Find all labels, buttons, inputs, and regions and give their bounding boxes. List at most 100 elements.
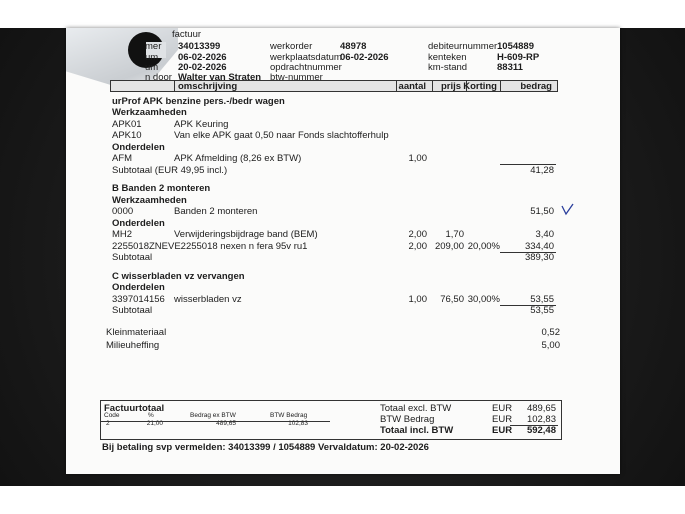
field-label: kenteken	[428, 51, 467, 63]
vat-column: Bedrag ex BTW	[190, 411, 236, 419]
field-label: werkplaatsdatum	[270, 51, 342, 63]
column-divider	[432, 80, 433, 92]
field-value: 06-02-2026	[178, 51, 227, 63]
field-value: 48978	[340, 40, 367, 52]
vat-value: 2	[106, 419, 110, 427]
total-currency: EUR	[492, 424, 513, 436]
total-rule	[510, 425, 558, 426]
field-label: opdrachtnummer	[270, 61, 342, 73]
subtotal-amount: 41,28	[530, 164, 554, 176]
item-amount: 334,40	[524, 240, 554, 252]
column-divider	[396, 80, 397, 92]
subtotal-label: Subtotaal	[112, 252, 153, 263]
due-date: Vervaldatum: 20-02-2026	[318, 441, 429, 453]
column-divider	[174, 80, 175, 92]
item-discount: 30,00%	[467, 293, 500, 305]
item-description: APK Keuring	[174, 118, 229, 130]
vat-value: 489,65	[216, 419, 236, 427]
subtotal-rule	[500, 164, 556, 165]
field-label: mer	[145, 40, 162, 52]
item-quantity: 2,00	[408, 240, 428, 252]
total-currency: EUR	[492, 413, 513, 425]
item-code: 3397014156	[112, 293, 165, 305]
subtotal-rule	[500, 251, 556, 253]
charge-amount: 5,00	[541, 339, 561, 351]
field-label: btw-nummer	[270, 71, 323, 83]
section-title: B Banden 2 monteren	[112, 183, 211, 194]
subtotal-rule	[500, 304, 556, 306]
charge-label: Kleinmateriaal	[106, 326, 167, 338]
item-quantity: 2,00	[408, 229, 428, 240]
column-divider	[500, 80, 501, 92]
invoice-paper: factuur mer 34013399 um 06-02-2026 um 20-02-20…	[66, 28, 620, 474]
item-price: 209,00	[434, 240, 464, 252]
item-description: Banden 2 monteren	[174, 206, 258, 217]
subtotal-label: Subtotaal	[112, 305, 153, 316]
vat-column: BTW Bedrag	[270, 411, 308, 419]
field-value: 1054889	[497, 40, 534, 52]
charge-label: Milieuheffing	[106, 339, 160, 351]
logo-cut	[146, 42, 166, 58]
item-price: 76,50	[440, 293, 464, 305]
item-code: APK01	[112, 118, 142, 130]
vat-rule	[100, 421, 330, 422]
group-label: Onderdelen	[112, 282, 165, 293]
field-value: 88311	[497, 61, 523, 73]
section-title: urProf APK benzine pers.-/bedr wagen	[112, 95, 285, 107]
item-code: 0000	[112, 206, 134, 217]
totals-title: Factuurtotaal	[104, 402, 165, 414]
item-code: APK10	[112, 130, 142, 141]
section-title: C wisserbladen vz vervangen	[112, 270, 245, 282]
field-label: n door	[145, 71, 172, 83]
total-amount: 592,48	[526, 424, 556, 436]
field-value: 34013399	[178, 40, 221, 52]
item-amount: 3,40	[535, 229, 555, 240]
item-code: AFM	[112, 153, 133, 164]
total-label: Totaal excl. BTW	[380, 402, 452, 414]
group-label: Werkzaamheden	[112, 107, 187, 118]
column-header: bedrag	[520, 80, 552, 92]
total-label: BTW Bedrag	[380, 413, 435, 425]
total-currency: EUR	[492, 402, 513, 414]
subtotal-amount: 53,55	[530, 305, 554, 316]
item-description: wisserbladen vz	[174, 293, 242, 305]
group-label: Onderdelen	[112, 217, 165, 229]
item-description: Van elke APK gaat 0,50 naar Fonds slacht…	[174, 130, 389, 141]
vat-column: Code	[104, 411, 120, 419]
column-header: prijs	[440, 80, 461, 92]
field-label: um	[145, 61, 159, 73]
field-label: werkorder	[270, 40, 313, 52]
subtotal-label: Subtotaal (EUR 49,95 incl.)	[112, 164, 228, 176]
group-label: Werkzaamheden	[112, 194, 187, 206]
item-amount: 53,55	[530, 293, 554, 305]
total-amount: 102,83	[526, 413, 556, 425]
field-label: debiteurnummer	[428, 40, 498, 52]
vat-value: 102,83	[288, 419, 308, 427]
item-discount: 20,00%	[467, 240, 500, 252]
item-description: APK Afmelding (8,26 ex BTW)	[174, 153, 302, 164]
check-mark	[561, 203, 574, 216]
item-price: 1,70	[445, 229, 465, 240]
column-header: omschrijving	[178, 80, 238, 92]
total-label: Totaal incl. BTW	[380, 424, 454, 436]
field-value: H-609-RP	[497, 51, 540, 63]
item-quantity: 1,00	[408, 153, 428, 164]
totals-box	[100, 400, 562, 440]
item-code: 2255018ZNEVE2255018 nexen n fera 95v ru1	[112, 240, 308, 252]
field-value: 20-02-2026	[178, 61, 227, 73]
vat-column: %	[148, 411, 154, 419]
item-amount: 51,50	[530, 206, 554, 217]
item-description: Verwijderingsbijdrage band (BEM)	[174, 229, 318, 240]
column-header: aantal	[398, 80, 426, 92]
doc-title: factuur	[172, 28, 202, 40]
item-code: MH2	[112, 229, 133, 240]
table-header	[110, 80, 558, 92]
group-label: Onderdelen	[112, 141, 165, 153]
charge-amount: 0,52	[541, 326, 561, 338]
vat-value: 21,00	[146, 419, 163, 427]
field-label: km-stand	[428, 61, 468, 73]
total-amount: 489,65	[526, 402, 556, 414]
item-quantity: 1,00	[408, 293, 428, 305]
subtotal-amount: 389,30	[524, 252, 554, 263]
